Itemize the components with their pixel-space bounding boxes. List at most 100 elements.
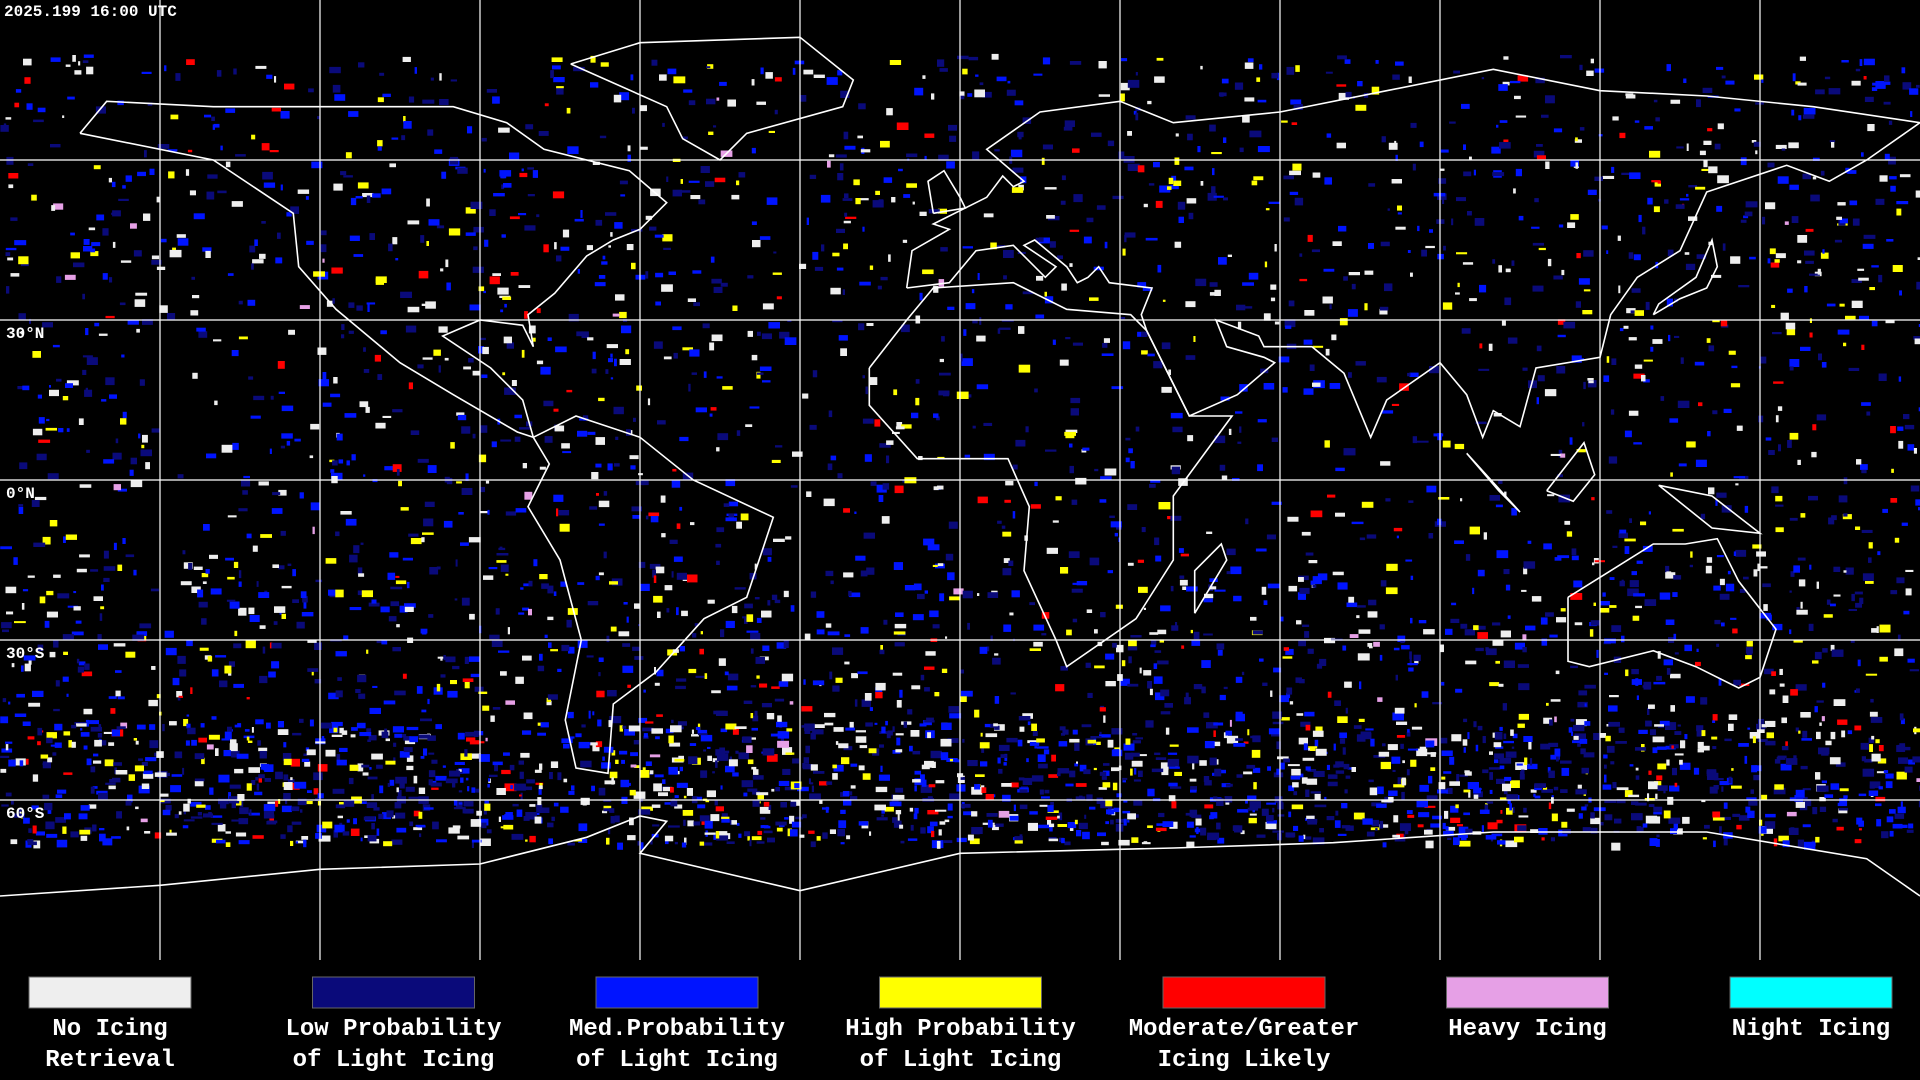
icing-pixel [1228,428,1232,435]
icing-pixel [2,698,7,703]
icing-pixel [1521,589,1527,592]
icing-pixel [768,804,772,810]
icing-pixel [70,232,75,236]
icing-pixel [24,663,31,672]
icing-pixel [582,799,587,806]
icing-pixel [1723,408,1732,413]
icing-pixel [556,255,562,262]
icing-pixel [1543,543,1552,550]
icing-pixel [832,647,844,655]
icing-pixel [1724,738,1732,742]
icing-pixel [406,755,414,762]
icing-pixel [1495,660,1500,664]
icing-pixel [142,434,148,443]
icing-pixel [1879,175,1888,182]
icing-pixel [299,492,304,499]
icing-pixel [238,508,248,512]
icing-pixel [1643,379,1650,383]
icing-pixel [482,346,489,355]
icing-pixel [1494,759,1499,764]
icing-pixel [1069,229,1080,232]
icing-pixel [1802,824,1811,828]
icing-pixel [687,574,698,583]
icing-pixel [180,581,192,586]
icing-pixel [80,835,88,841]
icing-pixel [1858,793,1867,797]
icing-pixel [272,564,279,568]
icing-pixel [1058,741,1068,747]
icing-pixel [789,815,795,824]
icing-pixel [1019,789,1028,793]
icing-pixel [1674,652,1679,655]
icing-pixel [727,99,736,107]
icing-pixel [277,729,289,735]
icing-pixel [577,269,580,274]
icing-pixel [449,770,461,777]
icing-pixel [1,804,9,807]
icing-pixel [697,723,701,730]
icing-pixel [470,819,482,827]
icing-pixel [1654,182,1661,187]
icing-pixel [1252,735,1261,743]
icing-pixel [97,634,102,641]
icing-pixel [1289,170,1301,176]
icing-pixel [870,481,877,486]
icing-pixel [1135,72,1138,76]
icing-pixel [1583,289,1591,292]
icing-pixel [1305,789,1310,797]
icing-pixel [360,837,363,842]
icing-pixel [1353,725,1362,729]
icing-pixel [1483,532,1487,540]
icing-pixel [1302,624,1310,627]
icing-pixel [357,567,363,575]
icing-pixel [1767,162,1775,168]
icing-pixel [1789,590,1792,593]
icing-pixel [1359,681,1362,690]
icing-pixel [1789,517,1798,521]
icing-pixel [128,774,135,781]
icing-pixel [1644,126,1653,130]
icing-pixel [1751,765,1758,773]
icing-pixel [486,89,497,93]
icing-pixel [1669,785,1680,792]
icing-pixel [426,241,429,246]
icing-pixel [607,463,613,471]
icing-pixel [611,777,614,785]
icing-pixel [382,415,392,418]
icing-pixel [1437,518,1442,526]
icing-pixel [1416,748,1428,757]
icing-pixel [1764,668,1774,675]
icing-pixel [944,819,950,823]
icing-pixel [283,742,287,748]
icing-pixel [1701,168,1710,171]
icing-pixel [428,770,436,778]
icing-pixel [301,758,310,762]
icing-pixel [1101,841,1109,846]
icing-pixel [939,372,951,376]
icing-pixel [290,840,294,846]
icing-pixel [1223,137,1227,143]
icing-pixel [1532,285,1544,292]
icing-pixel [1786,811,1797,817]
icing-pixel [1017,131,1024,138]
icing-pixel [1069,738,1080,743]
icing-pixel [500,171,507,179]
icing-pixel [1635,802,1647,806]
icing-pixel [785,536,792,540]
icing-pixel [837,473,843,479]
icing-pixel [419,833,422,838]
icing-pixel [1339,738,1346,744]
icing-pixel [1014,100,1024,106]
icing-pixel [1348,596,1355,603]
icing-pixel [879,649,885,655]
icing-pixel [799,834,805,838]
icing-pixel [1093,266,1104,271]
icing-pixel [1217,769,1226,774]
icing-pixel [70,831,79,838]
icing-pixel [430,782,442,787]
icing-pixel [1460,837,1467,841]
icing-pixel [845,727,855,731]
icing-pixel [698,199,706,205]
icing-pixel [1337,716,1348,723]
icing-pixel [809,424,817,430]
